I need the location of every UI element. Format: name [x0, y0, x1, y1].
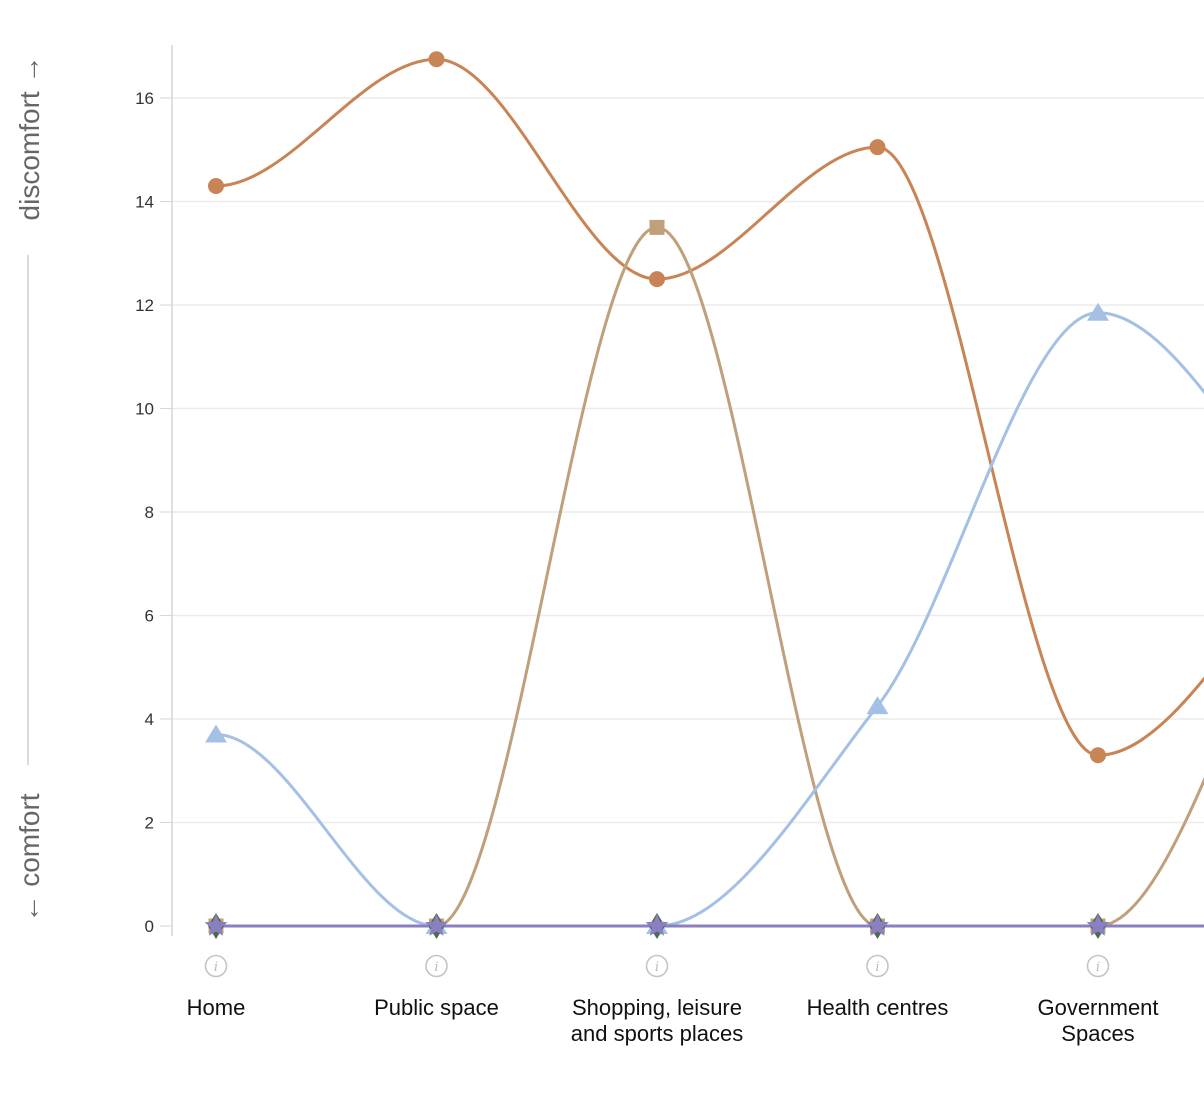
info-icon-glyph: i: [434, 960, 438, 975]
info-icon: i: [425, 954, 448, 978]
data-point: [866, 914, 889, 936]
y-tick-label: 2: [145, 814, 154, 833]
info-icon-circle: [866, 954, 889, 978]
x-category-label-line: Shopping, leisure: [572, 995, 742, 1020]
data-point: [204, 914, 228, 936]
info-icon: i: [866, 954, 889, 978]
x-category-label: Shopping, leisure and sports places: [571, 995, 743, 1046]
data-point: [649, 271, 665, 288]
info-icon: i: [645, 954, 669, 978]
data-point: [1087, 302, 1109, 321]
discomfort-label: discomfort →: [14, 56, 45, 221]
data-point: [649, 219, 665, 235]
data-point: [645, 914, 669, 936]
x-category-label-line: Public space: [374, 995, 499, 1020]
data-point: [1090, 747, 1106, 764]
x-category-label: Home: [187, 995, 246, 1020]
x-category-label: Government Spaces: [1037, 995, 1158, 1046]
y-tick-label: 16: [135, 89, 154, 108]
x-axis: i Home i Public space i Shopping, leisure and …: [187, 954, 1159, 1046]
info-icon-circle: [645, 954, 669, 978]
y-tick-label: 6: [145, 607, 154, 626]
data-point: [869, 139, 886, 156]
info-icon-glyph: i: [655, 960, 659, 975]
data-point: [425, 914, 448, 936]
info-icon: i: [204, 954, 228, 978]
info-icon-glyph: i: [1096, 960, 1100, 975]
series-line: [215, 57, 1204, 757]
data-point: [428, 51, 445, 68]
info-icon-glyph: i: [875, 960, 879, 975]
info-icon-circle: [1086, 954, 1110, 978]
info-icon: i: [1086, 954, 1110, 978]
info-icon-glyph: i: [214, 960, 218, 975]
comfort-label: ← comfort: [14, 793, 45, 922]
grid-lines: [172, 97, 1204, 824]
y-tick-label: 10: [135, 400, 154, 419]
info-icon-circle: [204, 954, 228, 978]
x-category-label-line: Government: [1037, 995, 1158, 1020]
data-point: [1086, 914, 1110, 936]
x-category-label-line: Health centres: [807, 995, 949, 1020]
x-category-label-line: and sports places: [571, 1021, 743, 1046]
data-point: [205, 724, 227, 743]
series-line: [215, 311, 1204, 928]
y-tick-label: 4: [145, 710, 154, 729]
series-markers: [204, 51, 1110, 939]
y-tick-label: 12: [135, 296, 154, 315]
series-line: [216, 225, 1204, 928]
y-tick-label: 0: [145, 917, 154, 936]
info-icon-circle: [425, 954, 448, 978]
y-tick-label: 14: [135, 193, 154, 212]
y-tick-label: 8: [145, 503, 154, 522]
x-category-label: Health centres: [807, 995, 949, 1020]
y-axis: 0 2 4 6 8 10 12 14 16: [135, 45, 173, 936]
x-category-label-line: Spaces: [1061, 1021, 1134, 1046]
x-category-label: Public space: [374, 995, 499, 1020]
data-point: [208, 177, 224, 194]
comfort-discomfort-scale: discomfort → ← comfort: [14, 56, 45, 923]
data-point: [866, 696, 889, 715]
x-category-label-line: Home: [187, 995, 246, 1020]
series-lines: [215, 57, 1204, 928]
